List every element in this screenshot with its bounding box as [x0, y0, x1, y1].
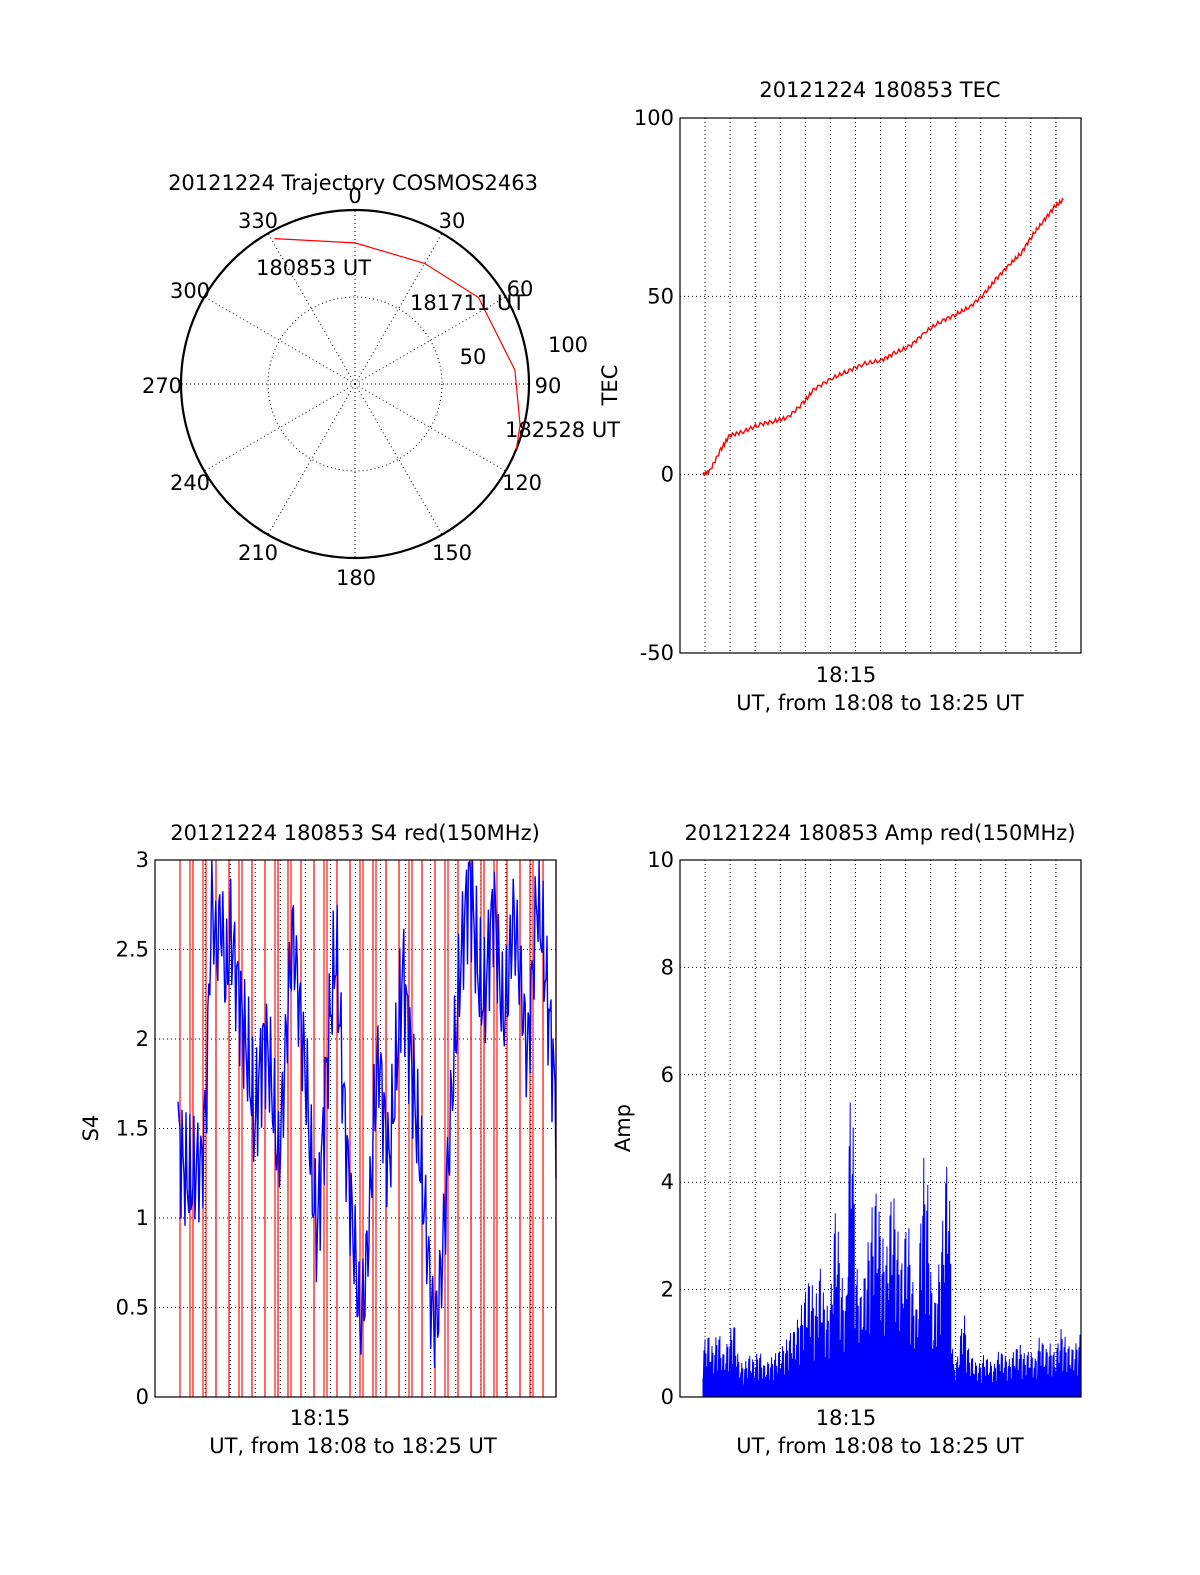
- polar-angle-label-300: 300: [170, 279, 210, 303]
- y-tick-label: 6: [661, 1063, 674, 1087]
- polar-grid: [181, 210, 529, 558]
- polar-ring-label: TEC: [598, 365, 622, 407]
- tec-title: 20121224 180853 TEC: [759, 78, 1000, 102]
- polar-angle-label-240: 240: [170, 471, 210, 495]
- y-tick-label: 0: [661, 1385, 674, 1409]
- y-tick-label: 10: [647, 848, 674, 872]
- polar-angle-label-270: 270: [142, 374, 182, 398]
- y-tick-label: 2: [136, 1027, 149, 1051]
- polar-spoke-240: [204, 383, 356, 472]
- trajectory-start-label: 180853 UT: [256, 256, 371, 280]
- amp-title: 20121224 180853 Amp red(150MHz): [684, 821, 1075, 845]
- y-tick-label: 3: [136, 848, 149, 872]
- polar-spoke-150: [354, 383, 443, 535]
- tec-plot-frame: [679, 117, 1082, 654]
- s4-panel: 20121224 180853 S4 red(150MHz) 0 0.5 1 1.5 2…: [79, 821, 557, 1458]
- s4-y-ticks: 0 0.5 1 1.5 2 2.5 3: [116, 848, 149, 1409]
- y-tick-label: 1: [136, 1206, 149, 1230]
- tec-y-ticks: -50 0 50 100: [634, 106, 674, 665]
- y-tick-label: 100: [634, 106, 674, 130]
- y-tick-label: 2.5: [116, 938, 149, 962]
- y-tick-label: 4: [661, 1170, 674, 1194]
- s4-x-tick-label: 18:15: [290, 1406, 351, 1430]
- amp-x-tick-label: 18:15: [816, 1406, 877, 1430]
- y-tick-label: -50: [640, 641, 674, 665]
- polar-angle-label-210: 210: [238, 541, 278, 565]
- s4-title: 20121224 180853 S4 red(150MHz): [170, 821, 540, 845]
- amp-plot-frame: [679, 859, 1082, 1398]
- polar-ring-50: [267, 296, 443, 472]
- amp-y-axis-label: Amp: [611, 1104, 635, 1152]
- polar-angle-label-60: 60: [507, 277, 534, 301]
- s4-y-axis-label: S4: [79, 1115, 103, 1142]
- tec-panel: 20121224 180853 TEC -50 0 50 100 18:15 UT, …: [634, 78, 1082, 715]
- s4-series-line: [177, 859, 557, 1369]
- tec-grid: [680, 117, 1081, 654]
- polar-spoke-300: [204, 296, 356, 385]
- amp-y-ticks: 0 2 4 6 8 10: [647, 848, 674, 1409]
- polar-title: 20121224 Trajectory COSMOS2463: [168, 171, 538, 195]
- polar-spoke-60: [354, 296, 506, 385]
- polar-angle-label-90: 90: [535, 374, 562, 398]
- tec-x-tick-label: 18:15: [816, 663, 877, 687]
- polar-angle-labels: 0 30 60 90 120 150 180 210 240 270 300 330: [142, 184, 561, 590]
- y-tick-label: 50: [647, 284, 674, 308]
- polar-radius-label-100: 100: [548, 333, 588, 357]
- polar-angle-label-120: 120: [502, 471, 542, 495]
- amp-x-axis-label: UT, from 18:08 to 18:25 UT: [736, 1434, 1024, 1458]
- polar-spoke-30: [354, 233, 443, 385]
- y-tick-label: 1.5: [116, 1117, 149, 1141]
- polar-radius-label-50: 50: [460, 345, 487, 369]
- y-tick-label: 0: [136, 1385, 149, 1409]
- y-tick-label: 8: [661, 955, 674, 979]
- polar-spoke-120: [354, 383, 506, 472]
- trajectory-end-label: 182528 UT: [505, 418, 620, 442]
- y-tick-label: 2: [661, 1278, 674, 1302]
- trajectory-track: [274, 238, 521, 450]
- trajectory-mid-label: 181711 UT: [410, 291, 525, 315]
- s4-plot-frame: [154, 859, 557, 1398]
- polar-angle-label-0: 0: [348, 184, 361, 208]
- amp-panel: 20121224 180853 Amp red(150MHz) 0246810 …: [611, 821, 1082, 1458]
- tec-x-axis-label: UT, from 18:08 to 18:25 UT: [736, 691, 1024, 715]
- polar-angle-label-330: 330: [238, 209, 278, 233]
- polar-outer-ring: [179, 208, 531, 560]
- polar-angle-label-150: 150: [432, 541, 472, 565]
- y-tick-label: 0.5: [116, 1296, 149, 1320]
- polar-panel: 20121224 Trajectory COSMOS2463 0 30 60 90 12…: [142, 171, 622, 590]
- s4-x-axis-label: UT, from 18:08 to 18:25 UT: [209, 1434, 497, 1458]
- y-tick-label: 0: [661, 463, 674, 487]
- polar-angle-label-180: 180: [336, 566, 376, 590]
- amp-series-area: [702, 1102, 1082, 1398]
- polar-angle-label-30: 30: [439, 209, 466, 233]
- tec-series-line: [702, 196, 1064, 477]
- polar-spoke-210: [267, 383, 356, 535]
- polar-spoke-330: [267, 233, 356, 385]
